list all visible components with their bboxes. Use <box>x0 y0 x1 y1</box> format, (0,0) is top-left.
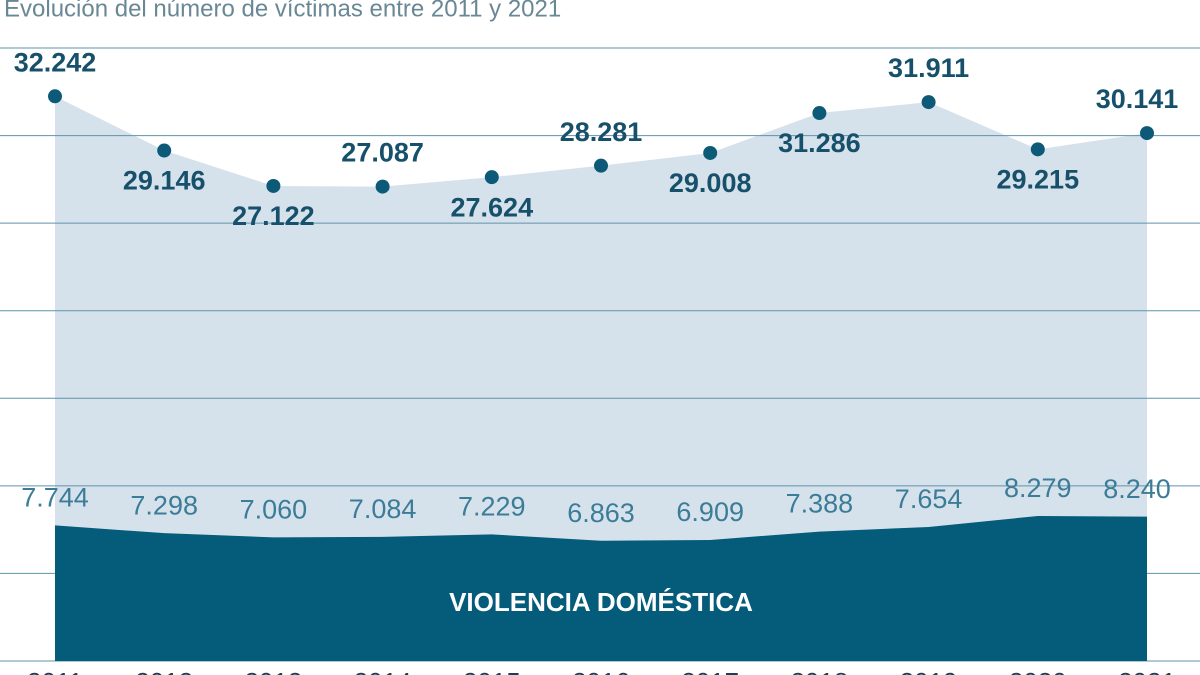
series-label: VIOLENCIA DOMÉSTICA <box>449 587 753 617</box>
marker <box>812 106 827 121</box>
marker <box>375 179 390 194</box>
value-label: 8.240 <box>1103 474 1171 504</box>
value-label: 29.146 <box>123 166 206 196</box>
value-label: 7.298 <box>130 490 198 520</box>
marker <box>594 158 608 173</box>
marker <box>921 95 936 110</box>
value-label: 7.654 <box>895 484 963 514</box>
marker <box>703 145 718 160</box>
value-label: 7.084 <box>349 494 417 524</box>
value-label: 8.279 <box>1004 473 1072 503</box>
value-label: 7.060 <box>240 494 308 524</box>
x-tick-label: 2013 <box>244 667 302 675</box>
value-label: 27.087 <box>341 138 424 168</box>
x-tick-label: 2015 <box>463 667 521 675</box>
value-label: 30.141 <box>1096 84 1179 114</box>
value-label: 27.624 <box>451 192 534 222</box>
x-tick-label: 2018 <box>790 667 848 675</box>
value-label: 31.286 <box>778 128 861 158</box>
marker <box>157 143 172 158</box>
x-tick-label: 2014 <box>354 667 412 675</box>
value-label: 32.242 <box>14 47 97 77</box>
value-label: 7.388 <box>786 489 854 519</box>
value-label: 6.863 <box>567 498 635 528</box>
value-label: 6.909 <box>676 497 744 527</box>
chart-subtitle: Evolución del número de víctimas entre 2… <box>4 0 561 22</box>
value-label: 7.744 <box>21 482 89 512</box>
area <box>55 96 1147 662</box>
marker <box>48 89 62 104</box>
x-tick-label: 2012 <box>135 667 193 675</box>
value-label: 27.122 <box>232 201 315 231</box>
marker <box>484 170 499 185</box>
x-tick-label: 2017 <box>681 667 739 675</box>
x-tick-label: 2016 <box>572 667 630 675</box>
marker <box>1140 126 1154 141</box>
marker <box>1030 142 1045 157</box>
value-label: 31.911 <box>888 53 969 83</box>
x-tick-label: 2021 <box>1118 667 1176 675</box>
x-tick-label: 2020 <box>1009 667 1067 675</box>
value-label: 7.229 <box>458 492 526 522</box>
value-label: 28.281 <box>560 117 643 147</box>
x-tick-label: 2011 <box>27 667 83 675</box>
x-tick-label: 2019 <box>900 667 958 675</box>
marker <box>266 178 281 193</box>
value-label: 29.008 <box>669 168 752 198</box>
area <box>55 515 1147 661</box>
value-label: 29.215 <box>997 164 1080 194</box>
